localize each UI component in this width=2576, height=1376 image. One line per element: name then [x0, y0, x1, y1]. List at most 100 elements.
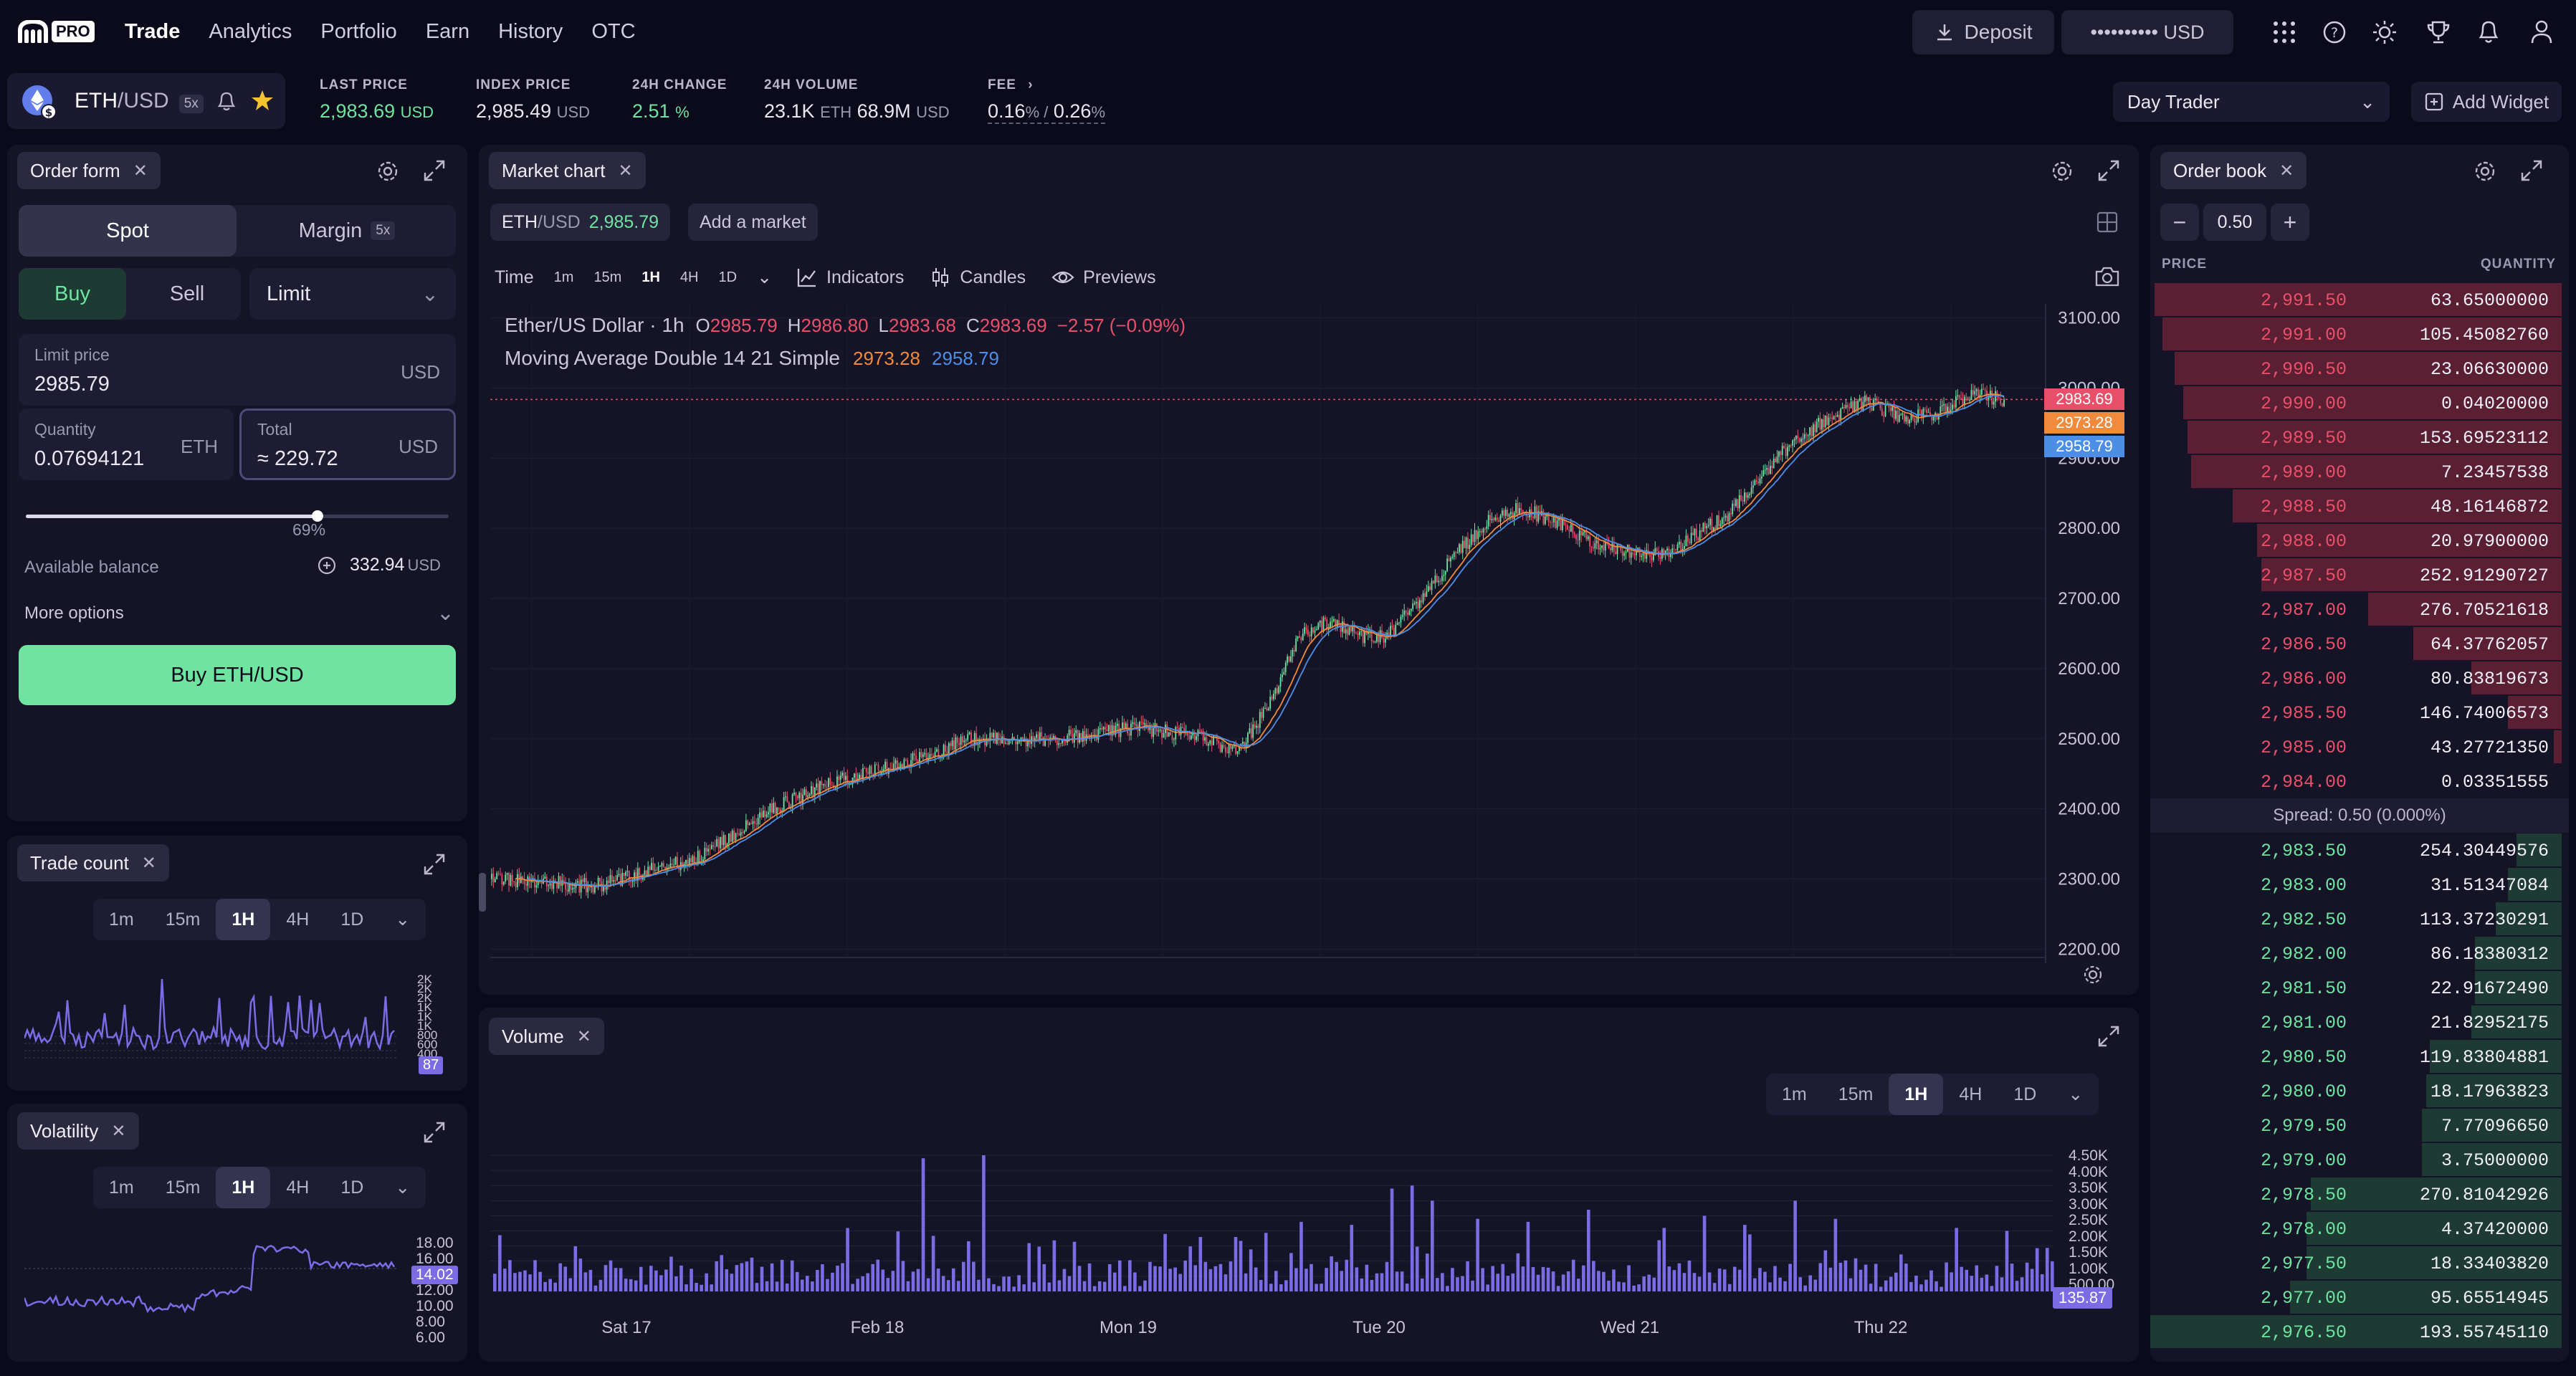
- chevron-down-icon[interactable]: ⌄: [2068, 1084, 2084, 1104]
- user-account-icon[interactable]: [2530, 19, 2553, 44]
- close-icon[interactable]: ✕: [141, 853, 156, 873]
- expand-icon[interactable]: [2097, 159, 2120, 182]
- tf-1m[interactable]: 1m: [109, 1177, 134, 1198]
- tf-1d[interactable]: 1D: [2013, 1084, 2037, 1104]
- bid-row[interactable]: 2,977.00 95.65514945: [2150, 1280, 2562, 1314]
- previews-button[interactable]: Previews: [1083, 267, 1156, 287]
- chevron-down-icon[interactable]: ⌄: [395, 909, 411, 930]
- tf-15m[interactable]: 15m: [593, 269, 622, 285]
- chevron-down-icon[interactable]: ⌄: [395, 1177, 411, 1198]
- close-icon[interactable]: ✕: [576, 1026, 591, 1046]
- total-field[interactable]: Total ≈ 229.72 USD: [239, 408, 456, 480]
- ask-row[interactable]: 2,987.50 252.91290727: [2150, 558, 2562, 592]
- bid-row[interactable]: 2,981.00 21.82952175: [2150, 1005, 2562, 1039]
- amount-slider[interactable]: [26, 506, 449, 527]
- market-chart-tab[interactable]: Market chart ✕: [489, 152, 646, 189]
- close-icon[interactable]: ✕: [111, 1121, 126, 1141]
- tf-4h[interactable]: 4H: [1959, 1084, 1983, 1104]
- expand-icon[interactable]: [423, 1121, 446, 1144]
- close-icon[interactable]: ✕: [133, 161, 148, 181]
- add-market-button[interactable]: Add a market: [688, 204, 818, 241]
- bid-row[interactable]: 2,983.00 31.51347084: [2150, 867, 2562, 902]
- tf-1d[interactable]: 1D: [340, 909, 364, 930]
- tf-15m[interactable]: 15m: [165, 909, 201, 930]
- bid-row[interactable]: 2,979.50 7.77096650: [2150, 1108, 2562, 1142]
- expand-icon[interactable]: [423, 159, 446, 182]
- bid-row[interactable]: 2,982.00 86.18380312: [2150, 936, 2562, 970]
- trade-count-tab[interactable]: Trade count ✕: [17, 844, 169, 882]
- ask-row[interactable]: 2,990.00 0.04020000: [2150, 386, 2562, 420]
- bid-row[interactable]: 2,978.00 4.37420000: [2150, 1211, 2562, 1246]
- indicators-button[interactable]: Indicators: [826, 267, 905, 287]
- limit-price-field[interactable]: Limit price 2985.79 USD: [19, 334, 456, 406]
- ask-row[interactable]: 2,984.00 0.03351555: [2150, 764, 2562, 798]
- expand-icon[interactable]: [2520, 159, 2543, 182]
- chevron-down-icon[interactable]: ⌄: [757, 267, 773, 287]
- tf-1h[interactable]: 1H: [641, 269, 660, 285]
- volume-tab[interactable]: Volume ✕: [489, 1018, 604, 1055]
- ask-row[interactable]: 2,988.50 48.16146872: [2150, 489, 2562, 523]
- symbol-chip[interactable]: ETH/USD 2,985.79: [490, 204, 671, 241]
- buy-tab[interactable]: Buy: [19, 268, 126, 320]
- trophy-icon[interactable]: [2427, 20, 2450, 44]
- nav-trade[interactable]: Trade: [125, 20, 181, 43]
- ask-row[interactable]: 2,986.50 64.37762057: [2150, 626, 2562, 661]
- tab-margin[interactable]: Margin 5x: [238, 205, 456, 257]
- sell-tab[interactable]: Sell: [133, 268, 241, 320]
- tick-increase-button[interactable]: +: [2271, 204, 2309, 241]
- price-chart[interactable]: 3100.003000.002900.002800.002700.002600.…: [490, 304, 2124, 963]
- nav-analytics[interactable]: Analytics: [209, 20, 292, 43]
- chart-drag-handle[interactable]: [479, 873, 486, 912]
- bid-row[interactable]: 2,982.50 113.37230291: [2150, 902, 2562, 936]
- price-alert-bell-icon[interactable]: [216, 90, 237, 112]
- settings-gear-icon[interactable]: [2050, 159, 2074, 183]
- tf-15m[interactable]: 15m: [165, 1177, 201, 1198]
- indicators-icon[interactable]: [796, 267, 818, 288]
- quantity-field[interactable]: Quantity 0.07694121 ETH: [19, 408, 234, 480]
- order-type-select[interactable]: Limit ⌄: [249, 268, 456, 320]
- layout-grid-icon[interactable]: [2096, 211, 2119, 234]
- ask-row[interactable]: 2,986.00 80.83819673: [2150, 661, 2562, 695]
- ask-row[interactable]: 2,991.50 63.65000000: [2150, 282, 2562, 317]
- add-widget-button[interactable]: Add Widget: [2411, 82, 2562, 122]
- tf-1d[interactable]: 1D: [718, 269, 738, 285]
- submit-buy-button[interactable]: Buy ETH/USD: [19, 645, 456, 705]
- candles-button[interactable]: Candles: [960, 267, 1026, 287]
- chart-settings-icon[interactable]: [2081, 963, 2104, 986]
- bid-row[interactable]: 2,983.50 254.30449576: [2150, 833, 2562, 867]
- eye-icon[interactable]: [1051, 267, 1074, 288]
- tf-4h[interactable]: 4H: [286, 909, 310, 930]
- close-icon[interactable]: ✕: [618, 161, 633, 181]
- tf-4h[interactable]: 4H: [286, 1177, 310, 1198]
- nav-history[interactable]: History: [498, 20, 563, 43]
- ask-row[interactable]: 2,989.50 153.69523112: [2150, 420, 2562, 454]
- more-options-toggle[interactable]: More options ⌄: [24, 601, 454, 626]
- settings-gear-icon[interactable]: [376, 159, 400, 183]
- pair-selector[interactable]: $ ETH /USD 5x: [7, 73, 285, 129]
- camera-icon[interactable]: [2094, 265, 2120, 288]
- add-funds-icon[interactable]: [317, 555, 337, 575]
- nav-earn[interactable]: Earn: [425, 20, 470, 43]
- order-book-tab[interactable]: Order book ✕: [2160, 152, 2307, 189]
- tf-1h[interactable]: 1H: [1889, 1074, 1944, 1115]
- close-icon[interactable]: ✕: [2279, 161, 2294, 181]
- tf-1m[interactable]: 1m: [553, 269, 574, 285]
- tf-4h[interactable]: 4H: [679, 269, 699, 285]
- slider-handle[interactable]: [312, 510, 324, 522]
- nav-otc[interactable]: OTC: [591, 20, 636, 43]
- tick-decrease-button[interactable]: −: [2160, 204, 2199, 241]
- theme-sun-icon[interactable]: [2372, 20, 2397, 44]
- deposit-button[interactable]: Deposit: [1912, 10, 2054, 54]
- nav-portfolio[interactable]: Portfolio: [320, 20, 397, 43]
- tab-spot[interactable]: Spot: [19, 205, 237, 257]
- ask-row[interactable]: 2,985.00 43.27721350: [2150, 730, 2562, 764]
- apps-grid-icon[interactable]: [2272, 20, 2296, 44]
- tf-1m[interactable]: 1m: [109, 909, 134, 930]
- brand-logo[interactable]: PRO: [17, 20, 95, 43]
- expand-icon[interactable]: [2097, 1025, 2120, 1048]
- bid-row[interactable]: 2,978.50 270.81042926: [2150, 1177, 2562, 1211]
- bid-row[interactable]: 2,980.00 18.17963823: [2150, 1074, 2562, 1108]
- tf-1h[interactable]: 1H: [216, 1167, 271, 1208]
- tick-size-value[interactable]: 0.50: [2203, 204, 2266, 241]
- volatility-tab[interactable]: Volatility ✕: [17, 1112, 139, 1150]
